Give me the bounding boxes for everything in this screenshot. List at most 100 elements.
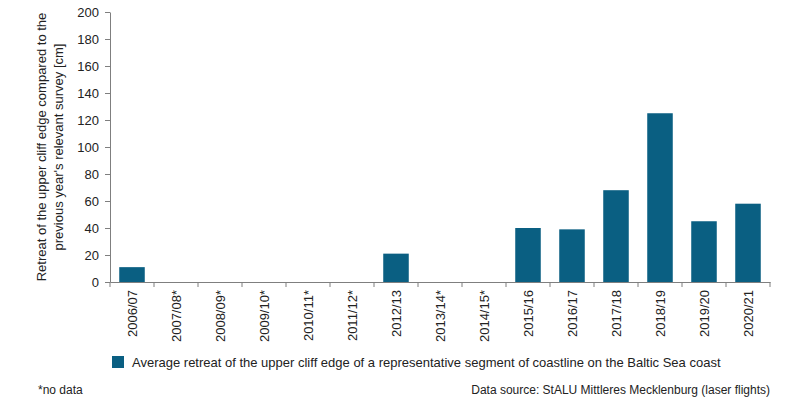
y-tick-label: 40 [85,221,99,236]
x-separator [550,282,551,287]
y-tick-label: 140 [77,86,99,101]
x-separator [198,282,199,287]
y-tick-mark [105,282,110,283]
y-tick-mark [105,255,110,256]
y-axis-title-line: previous year's relevant survey [cm] [51,44,66,251]
y-axis-title: Retreat of the upper cliff edge compared… [34,13,66,282]
y-tick-mark [105,12,110,13]
bar [559,229,585,282]
bar [647,113,673,282]
y-tick: 160 [77,59,110,74]
y-tick-label: 160 [77,59,99,74]
x-tick-label: 2012/13 [389,290,404,337]
x-tick-label: 2019/20 [697,290,712,337]
bar [383,254,409,282]
x-separator [418,282,419,287]
x-separator [770,282,771,287]
x-tick: 2009/10* [257,282,272,342]
x-tick-label: 2016/17 [565,290,580,337]
y-tick-mark [105,66,110,67]
y-tick: 200 [77,5,110,20]
x-separator [638,282,639,287]
y-tick-mark [105,228,110,229]
x-tick: 2019/20 [697,282,712,337]
x-tick: 2015/16 [521,282,536,337]
chart: 0 20 40 60 80 100 120 140 160 180 200 2006/07 2007/0… [0,0,800,400]
x-tick-label: 2014/15* [477,290,492,342]
legend: Average retreat of the upper cliff edge … [112,355,721,370]
x-separator [726,282,727,287]
x-axis-line [111,282,771,283]
y-tick-label: 20 [85,248,99,263]
x-separator [330,282,331,287]
bar [691,221,717,282]
x-tick: 2013/14* [433,282,448,342]
x-separator [682,282,683,287]
y-tick-mark [105,93,110,94]
y-tick: 180 [77,32,110,47]
x-tick-label: 2007/08* [169,290,184,342]
plot: 0 20 40 60 80 100 120 140 160 180 200 2006/07 2007/0… [77,5,770,342]
x-tick: 2017/18 [609,282,624,337]
x-separator [242,282,243,287]
y-tick: 80 [85,167,110,182]
x-tick: 2008/09* [213,282,228,342]
y-tick-label: 100 [77,140,99,155]
y-tick-label: 200 [77,5,99,20]
y-tick: 0 [92,275,110,290]
y-tick: 120 [77,113,110,128]
x-tick-label: 2008/09* [213,290,228,342]
x-tick-label: 2011/12* [345,290,360,341]
x-tick: 2020/21 [741,282,756,337]
bars [119,113,761,282]
x-tick: 2006/07 [125,282,140,337]
legend-swatch [112,356,124,368]
x-separator [286,282,287,287]
x-separators [110,282,770,287]
y-tick-label: 120 [77,113,99,128]
y-tick-mark [105,120,110,121]
legend-label: Average retreat of the upper cliff edge … [132,355,721,370]
y-axis-line [110,13,111,283]
x-tick: 2011/12* [345,282,360,341]
x-separator [594,282,595,287]
x-separator [462,282,463,287]
x-separator [154,282,155,287]
x-axis: 2006/07 2007/08* 2008/09* 2009/10* 2010/11* 2… [111,282,771,342]
x-tick-label: 2015/16 [521,290,536,337]
x-tick-label: 2009/10* [257,290,272,342]
x-tick-label: 2010/11* [301,290,316,341]
x-tick: 2014/15* [477,282,492,342]
x-tick-label: 2017/18 [609,290,624,337]
x-tick-label: 2018/19 [653,290,668,337]
y-tick: 20 [85,248,110,263]
y-tick-mark [105,147,110,148]
y-tick-label: 180 [77,32,99,47]
x-separator [110,282,111,287]
y-tick-label: 60 [85,194,99,209]
x-tick: 2012/13 [389,282,404,337]
x-tick: 2018/19 [653,282,668,337]
y-axis: 0 20 40 60 80 100 120 140 160 180 200 [77,5,110,290]
y-tick-label: 80 [85,167,99,182]
x-tick-label: 2013/14* [433,290,448,342]
y-axis-title-line: Retreat of the upper cliff edge compared… [34,13,49,282]
bar [603,190,629,282]
y-tick-mark [105,174,110,175]
y-tick-label: 0 [92,275,99,290]
y-tick: 100 [77,140,110,155]
x-tick-label: 2006/07 [125,290,140,337]
y-tick: 140 [77,86,110,101]
y-tick-mark [105,39,110,40]
x-separator [374,282,375,287]
y-tick: 60 [85,194,110,209]
x-tick: 2007/08* [169,282,184,342]
source: Data source: StALU Mittleres Mecklenburg… [471,383,770,397]
bar [119,267,145,282]
y-tick: 40 [85,221,110,236]
x-tick: 2010/11* [301,282,316,341]
x-separator [506,282,507,287]
footnote: *no data [38,383,83,397]
x-tick: 2016/17 [565,282,580,337]
x-tick-label: 2020/21 [741,290,756,337]
